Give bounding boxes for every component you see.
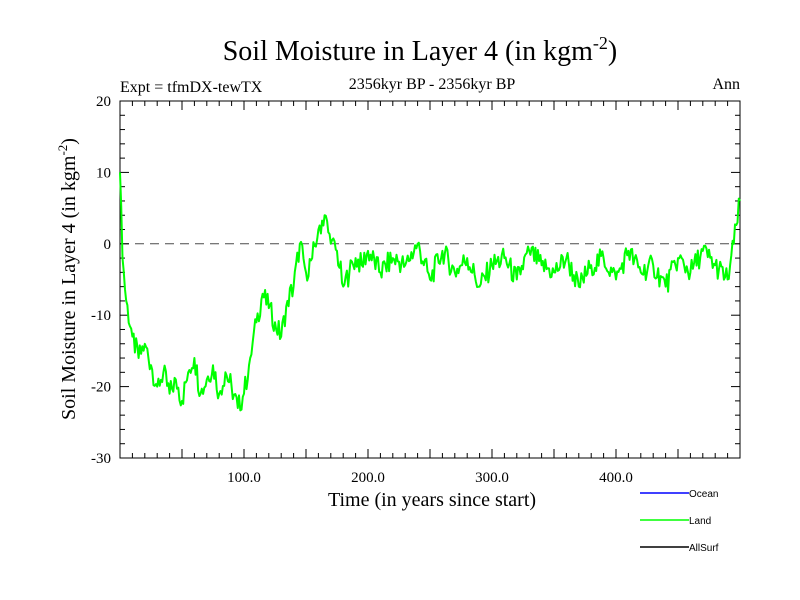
y-axis-label-close: ) [58,138,80,145]
y-tick-label: -10 [91,308,111,324]
legend-label-allsurf: AllSurf [689,543,719,554]
x-axis-ticks: 100.0 200.0 300.0 400.0 [131,101,729,486]
x-tick-label: 100.0 [227,470,261,486]
y-tick-label: 0 [104,237,112,253]
y-tick-label: -30 [91,451,111,467]
y-tick-label: 20 [96,94,111,110]
chart-title-close: ) [608,36,617,67]
chart-title-main: Soil Moisture in Layer 4 (in kgm [223,36,593,67]
legend: Ocean Land AllSurf [640,489,719,554]
x-axis-label: Time (in years since start) [328,489,536,511]
x-tick-label: 300.0 [475,470,509,486]
legend-label-land: Land [689,516,711,527]
legend-label-ocean: Ocean [689,489,718,500]
experiment-label: Expt = tfmDX-tewTX [120,79,263,96]
y-axis-label: Soil Moisture in Layer 4 (in kgm-2) [55,138,80,420]
y-tick-label: 10 [96,165,111,181]
chart-title-sup: -2 [593,33,608,53]
chart-title: Soil Moisture in Layer 4 (in kgm-2) [223,33,618,67]
y-axis-label-main: Soil Moisture in Layer 4 (in kgm [58,155,80,420]
x-tick-label: 400.0 [599,470,633,486]
season-label: Ann [712,76,740,93]
period-label: 2356kyr BP - 2356kyr BP [349,76,516,93]
x-tick-label: 200.0 [351,470,385,486]
y-axis-label-sup: -2 [55,145,70,156]
series-line-land [119,172,741,412]
y-tick-label: -20 [91,380,111,396]
y-axis-ticks: -30 -20 -10 0 10 20 [91,94,740,467]
